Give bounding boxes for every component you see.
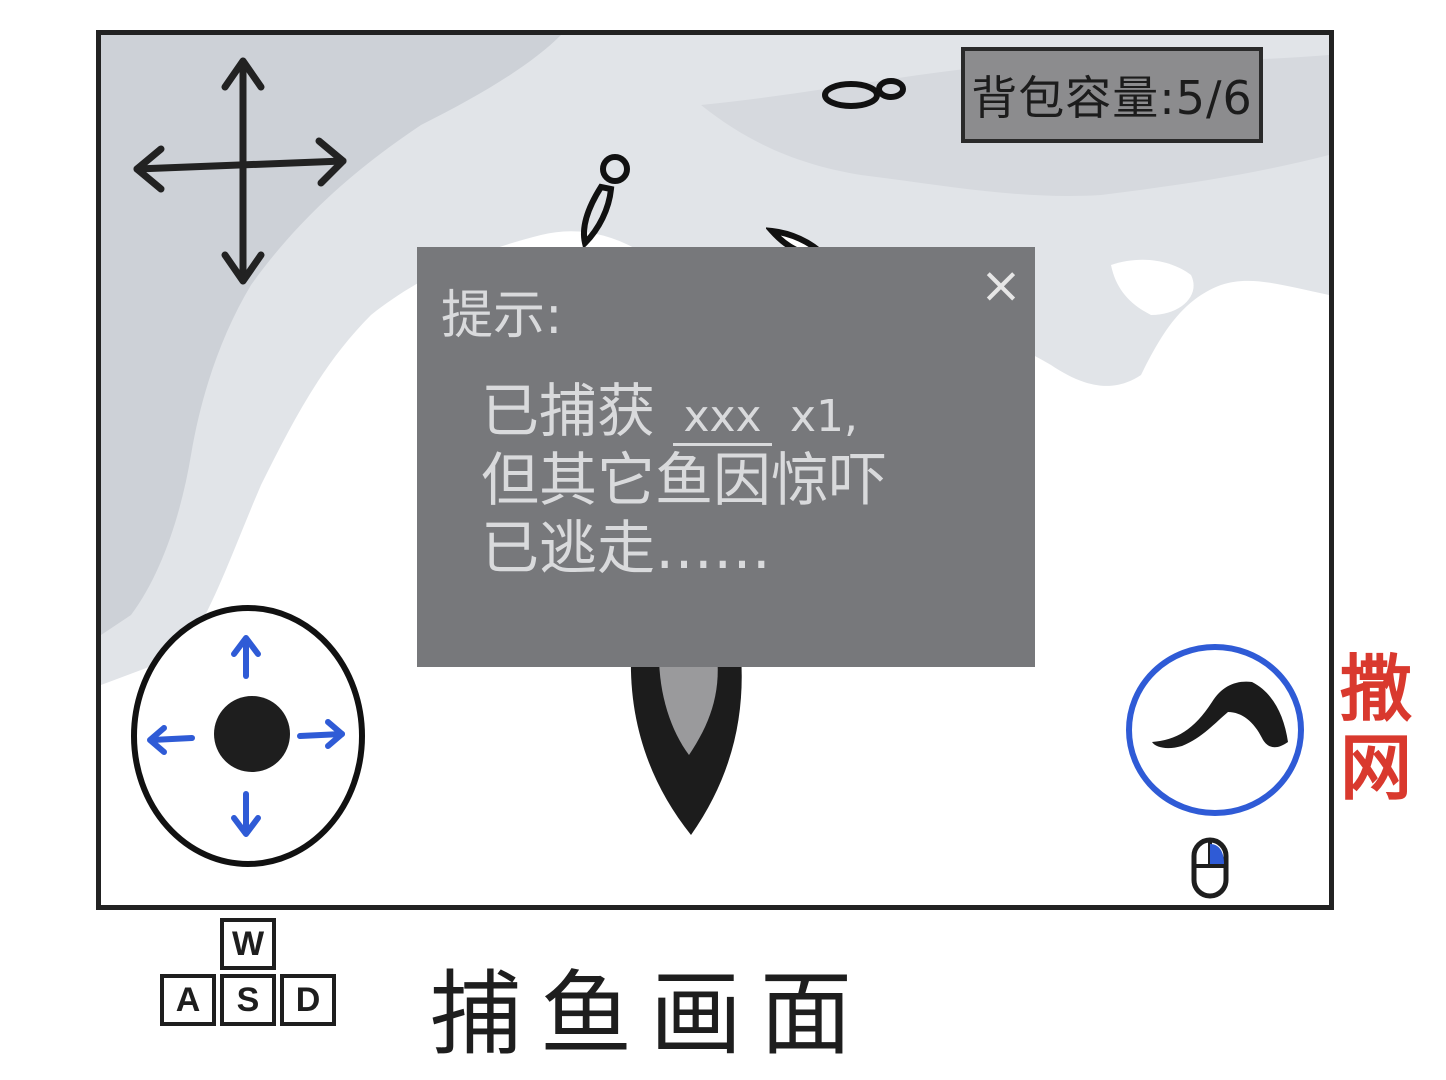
joystick-icon[interactable]	[128, 602, 368, 870]
hint-title: 提示:	[441, 286, 563, 346]
hint-captured-prefix: 已捕获	[481, 377, 656, 445]
backpack-capacity: 背包容量:5/6	[961, 47, 1263, 143]
screen-caption: 捕鱼画面	[430, 961, 871, 1068]
hint-count: x1,	[790, 391, 859, 442]
hint-line-1: 已捕获 xxx x1,	[481, 377, 1001, 446]
boat-icon	[630, 655, 742, 835]
hint-fish-name: xxx	[673, 391, 772, 446]
hint-dialog: 提示: × 已捕获 xxx x1, 但其它鱼因惊吓 已逃走……	[417, 247, 1035, 667]
close-button[interactable]: ×	[980, 256, 1022, 314]
cast-net-button[interactable]	[1124, 642, 1306, 818]
key-d: D	[280, 974, 336, 1026]
hint-message: 已捕获 xxx x1, 但其它鱼因惊吓 已逃走……	[481, 377, 1001, 583]
fish-icon	[581, 154, 630, 249]
hint-line-3: 已逃走……	[481, 514, 772, 583]
hint-line-2: 但其它鱼因惊吓	[481, 445, 888, 514]
key-w: W	[220, 918, 276, 970]
cast-net-label: 撒网	[1340, 647, 1413, 811]
key-s: S	[220, 974, 276, 1026]
fish-icon	[822, 78, 906, 109]
backpack-capacity-text: 背包容量:5/6	[971, 71, 1253, 125]
mouse-icon	[1191, 837, 1229, 899]
net-icon	[1152, 681, 1288, 749]
move-arrows-icon	[133, 57, 347, 285]
key-a: A	[160, 974, 216, 1026]
